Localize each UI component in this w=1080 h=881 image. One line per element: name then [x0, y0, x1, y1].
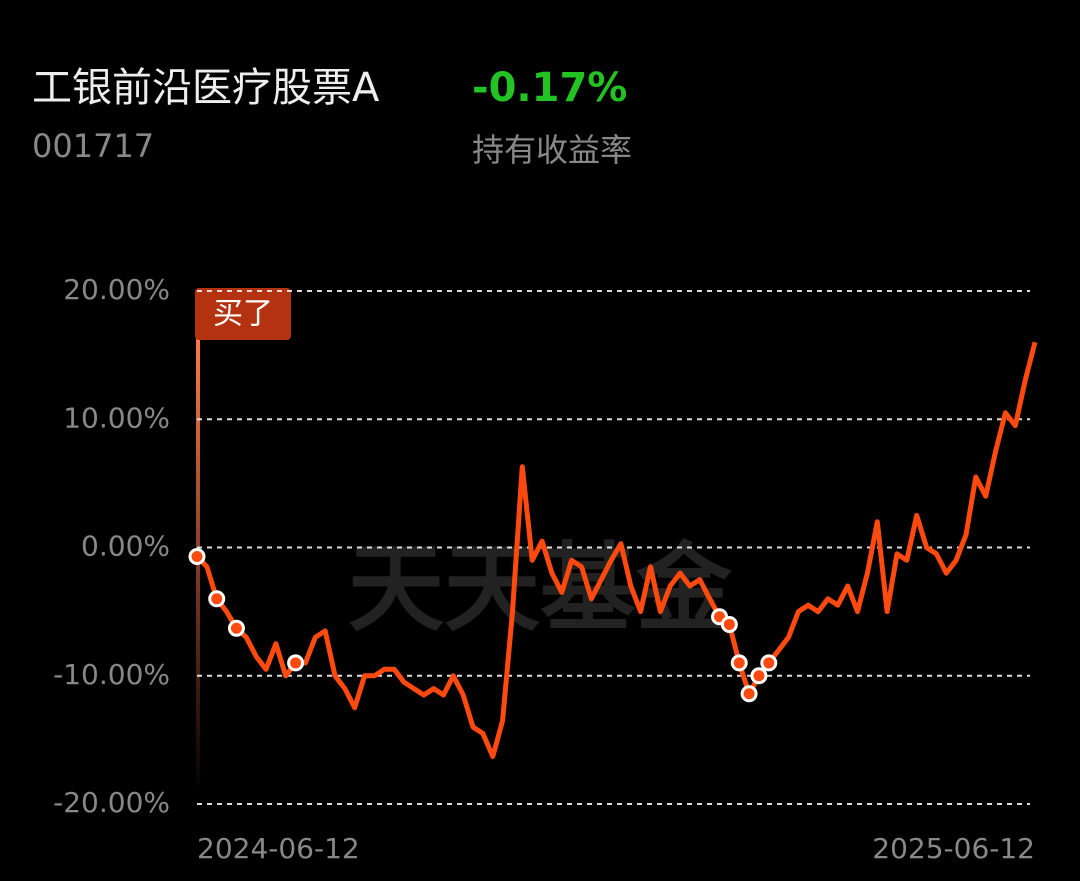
- buy-marker: [227, 619, 245, 637]
- buy-marker: [188, 547, 206, 565]
- buy-marker: [740, 685, 758, 703]
- return-label: 持有收益率: [472, 131, 632, 169]
- buy-marker: [730, 654, 748, 672]
- data-line: [195, 341, 1038, 759]
- buy-marker: [760, 654, 778, 672]
- buy-label: 买了: [213, 297, 273, 332]
- buy-line: [196, 338, 200, 793]
- y-tick-label: -20.00%: [53, 786, 170, 819]
- y-tick-label: -10.00%: [53, 658, 170, 691]
- buy-tag: [195, 288, 291, 340]
- buy-marker: [720, 615, 738, 633]
- return-value: -0.17%: [472, 65, 627, 111]
- y-tick-label: 10.00%: [63, 401, 170, 434]
- y-tick-label: 0.00%: [81, 530, 170, 563]
- x-tick-label: 2024-06-12: [197, 832, 360, 865]
- buy-marker: [287, 654, 305, 672]
- buy-marker: [750, 667, 768, 685]
- y-tick-label: 20.00%: [63, 273, 170, 306]
- buy-marker: [208, 590, 226, 608]
- fund-name: 工银前沿医疗股票A: [32, 65, 380, 111]
- fund-code: 001717: [32, 127, 154, 165]
- x-tick-label: 2025-06-12: [872, 832, 1035, 865]
